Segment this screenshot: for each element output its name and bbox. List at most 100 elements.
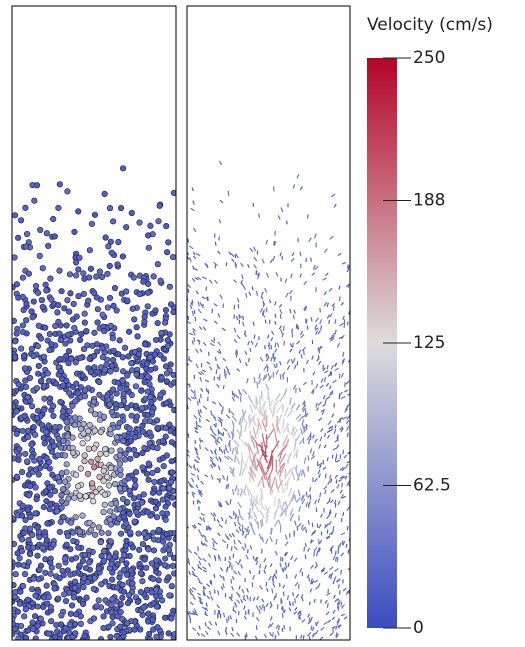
- velocity-vector: [306, 502, 307, 507]
- velocity-vector: [324, 302, 326, 306]
- velocity-vector: [192, 340, 193, 344]
- velocity-vector: [279, 499, 280, 508]
- particle: [170, 495, 176, 501]
- velocity-vector: [269, 576, 271, 580]
- particle: [35, 371, 41, 377]
- particle: [33, 283, 39, 289]
- particle: [62, 306, 68, 312]
- particle: [78, 466, 84, 472]
- velocity-vector: [203, 327, 206, 331]
- velocity-vector: [200, 438, 201, 443]
- particle: [98, 451, 104, 457]
- velocity-vector: [330, 475, 331, 480]
- velocity-vector: [200, 601, 202, 604]
- particle: [72, 495, 78, 501]
- velocity-vector: [211, 464, 213, 468]
- velocity-vector: [214, 304, 218, 307]
- particle: [134, 414, 140, 420]
- velocity-vector: [347, 269, 349, 272]
- particle: [96, 598, 102, 604]
- velocity-vector: [223, 576, 224, 581]
- particle: [70, 403, 76, 409]
- particle: [95, 369, 101, 375]
- velocity-vector: [197, 469, 199, 473]
- velocity-vector: [201, 388, 203, 391]
- velocity-vector: [290, 343, 292, 347]
- velocity-vector: [296, 405, 299, 410]
- velocity-vector: [320, 627, 324, 630]
- velocity-vector: [223, 358, 226, 360]
- velocity-vector: [297, 361, 298, 365]
- velocity-vector: [313, 372, 315, 375]
- velocity-vector: [229, 564, 230, 568]
- particle: [153, 593, 159, 599]
- particle: [143, 565, 149, 571]
- particle: [157, 203, 163, 209]
- particle: [138, 570, 144, 576]
- velocity-vector: [316, 630, 318, 634]
- velocity-vector: [201, 514, 205, 516]
- velocity-vector: [232, 448, 234, 454]
- velocity-vector: [279, 304, 281, 307]
- particle: [40, 545, 46, 551]
- velocity-vector: [297, 174, 299, 178]
- particle: [95, 320, 101, 326]
- particle: [29, 586, 35, 592]
- particle-panel: [9, 166, 178, 643]
- velocity-vector: [259, 609, 260, 613]
- velocity-vector: [290, 398, 291, 405]
- particle: [72, 229, 78, 235]
- particle: [158, 278, 164, 284]
- velocity-vector: [233, 610, 236, 613]
- velocity-vector: [332, 390, 333, 395]
- velocity-vector: [202, 297, 205, 299]
- particle: [164, 531, 170, 537]
- velocity-vector: [200, 377, 202, 381]
- particle: [22, 451, 28, 457]
- velocity-vector: [311, 456, 315, 459]
- particle: [72, 621, 78, 627]
- velocity-vector: [270, 536, 273, 541]
- velocity-vector: [188, 289, 189, 293]
- velocity-vector: [209, 621, 212, 625]
- particle: [130, 581, 136, 587]
- velocity-vector: [265, 445, 266, 460]
- velocity-vector: [198, 564, 199, 568]
- velocity-vector: [235, 602, 237, 606]
- velocity-vector: [247, 526, 249, 531]
- velocity-vector: [312, 356, 314, 360]
- velocity-vector: [284, 482, 286, 492]
- particle: [65, 332, 71, 338]
- velocity-vector: [329, 426, 332, 429]
- velocity-vector: [338, 584, 339, 588]
- particle: [14, 474, 20, 480]
- velocity-vector: [232, 391, 233, 395]
- particle: [86, 446, 92, 452]
- velocity-vector: [284, 609, 285, 612]
- velocity-vector: [268, 335, 269, 339]
- velocity-vector: [217, 441, 220, 443]
- particle: [68, 611, 74, 617]
- particle: [166, 631, 172, 637]
- velocity-vector: [214, 574, 215, 578]
- particle: [118, 205, 124, 211]
- particle: [164, 378, 170, 384]
- particle: [58, 445, 64, 451]
- particle: [151, 548, 157, 554]
- particle: [144, 471, 150, 477]
- particle: [15, 609, 21, 615]
- particle: [45, 521, 51, 527]
- velocity-vector: [270, 632, 272, 636]
- velocity-vector: [293, 315, 294, 320]
- particle: [34, 182, 40, 188]
- particle: [172, 430, 178, 436]
- particle: [145, 389, 151, 395]
- velocity-vector: [255, 343, 257, 347]
- velocity-vector: [335, 425, 336, 429]
- velocity-vector: [285, 535, 287, 540]
- particle: [28, 514, 34, 520]
- velocity-vector: [335, 551, 336, 555]
- particle: [36, 472, 42, 478]
- particle: [142, 342, 148, 348]
- particle: [91, 446, 97, 452]
